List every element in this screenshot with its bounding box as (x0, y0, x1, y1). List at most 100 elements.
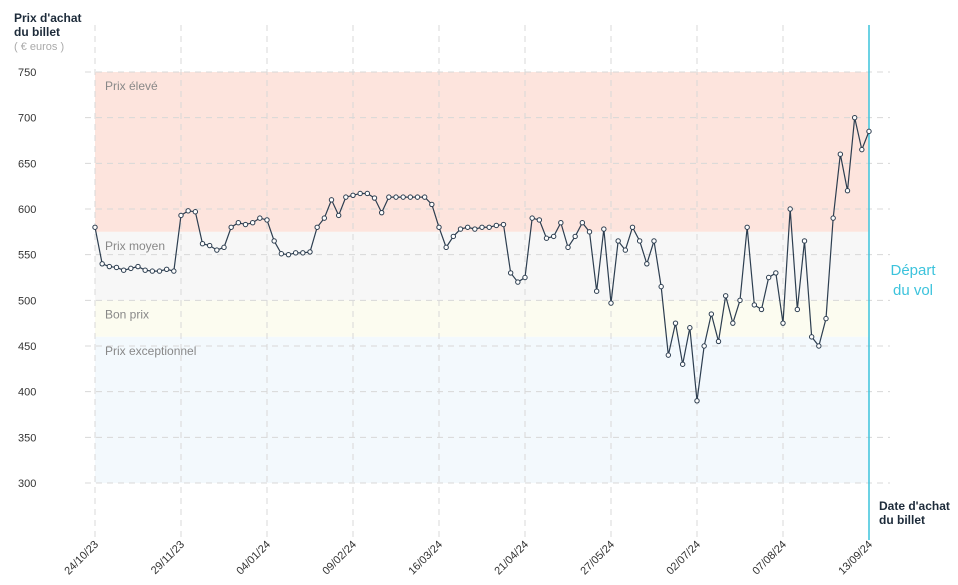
price-point (586, 229, 593, 235)
y-axis-title: Prix d'achat (14, 11, 82, 25)
price-point (328, 197, 335, 203)
price-point (658, 283, 664, 290)
price-band (95, 300, 869, 337)
price-point (120, 267, 127, 273)
price-band (95, 336, 869, 483)
price-point (579, 220, 586, 226)
price-point (765, 274, 772, 281)
band-label: Bon prix (105, 307, 149, 321)
price-point (457, 226, 464, 232)
price-point (393, 194, 399, 200)
price-point (522, 274, 528, 281)
x-tick-label: 09/02/24 (320, 539, 359, 578)
price-point (192, 209, 199, 215)
x-axis-title: Date d'achat (879, 499, 950, 513)
y-tick-label: 550 (18, 250, 36, 262)
price-point (278, 251, 285, 257)
price-point (837, 151, 844, 157)
price-point (744, 224, 750, 230)
price-point (823, 315, 829, 322)
price-point (443, 244, 449, 251)
price-point (665, 352, 672, 358)
price-point (622, 247, 629, 253)
y-tick-label: 750 (18, 67, 36, 79)
price-point (687, 325, 693, 331)
price-point (407, 194, 414, 200)
price-point (608, 300, 614, 306)
price-point (214, 247, 220, 253)
departure-label: du vol (893, 282, 933, 299)
price-point (350, 192, 356, 199)
price-point (307, 249, 313, 255)
price-point (808, 334, 815, 340)
price-point (708, 311, 715, 317)
x-tick-label: 07/08/24 (750, 539, 789, 578)
price-point (679, 361, 686, 367)
price-point (500, 221, 507, 228)
price-point (421, 194, 428, 200)
price-point (758, 306, 765, 313)
y-axis-unit: ( € euros ) (14, 41, 64, 53)
price-point (171, 268, 177, 274)
price-point (859, 146, 865, 153)
price-point (751, 302, 758, 308)
price-point (479, 224, 485, 230)
price-point (300, 250, 306, 256)
price-point (550, 233, 557, 240)
price-point (142, 267, 148, 273)
price-point (429, 201, 435, 208)
price-band (95, 72, 869, 232)
price-point (629, 224, 636, 230)
price-point (644, 261, 650, 267)
price-point (722, 293, 729, 299)
price-point (565, 244, 571, 251)
x-tick-label: 04/01/24 (234, 539, 273, 578)
price-point (558, 220, 564, 226)
price-point (235, 220, 242, 226)
price-point (844, 188, 851, 194)
price-point (364, 190, 371, 197)
price-point (801, 238, 808, 244)
price-point (450, 233, 457, 240)
price-point (515, 279, 521, 285)
price-point (730, 320, 736, 326)
price-point (106, 263, 113, 270)
y-axis-title: du billet (14, 25, 60, 39)
x-tick-label: 27/05/24 (578, 539, 617, 578)
price-point (228, 224, 234, 230)
band-label: Prix moyen (105, 239, 165, 253)
price-point (199, 241, 206, 247)
price-point (486, 224, 492, 230)
price-point (343, 194, 349, 200)
price-point (464, 224, 471, 230)
x-tick-label: 21/04/24 (492, 539, 531, 578)
price-point (178, 212, 184, 219)
price-point (386, 194, 392, 200)
price-point (701, 343, 707, 349)
price-point (221, 244, 227, 251)
y-tick-label: 350 (18, 432, 36, 444)
price-point (794, 306, 801, 313)
price-point (271, 238, 277, 244)
price-point (371, 195, 378, 201)
price-point (335, 212, 342, 219)
price-point (651, 238, 657, 244)
price-point (536, 217, 543, 223)
price-point (128, 265, 134, 272)
price-point (414, 194, 421, 200)
price-point (357, 190, 363, 197)
price-point (257, 215, 263, 221)
price-point (321, 215, 328, 221)
departure-label: Départ (890, 262, 936, 279)
price-point (264, 217, 270, 223)
x-tick-label: 16/03/24 (406, 539, 445, 578)
y-tick-label: 700 (18, 113, 36, 125)
band-label: Prix exceptionnel (105, 344, 196, 358)
price-point (163, 266, 170, 272)
x-tick-label: 29/11/23 (149, 539, 187, 577)
price-point (400, 194, 406, 200)
band-label: Prix élevé (105, 79, 158, 93)
price-point (92, 224, 98, 230)
price-point (436, 224, 442, 230)
price-point (543, 235, 550, 241)
